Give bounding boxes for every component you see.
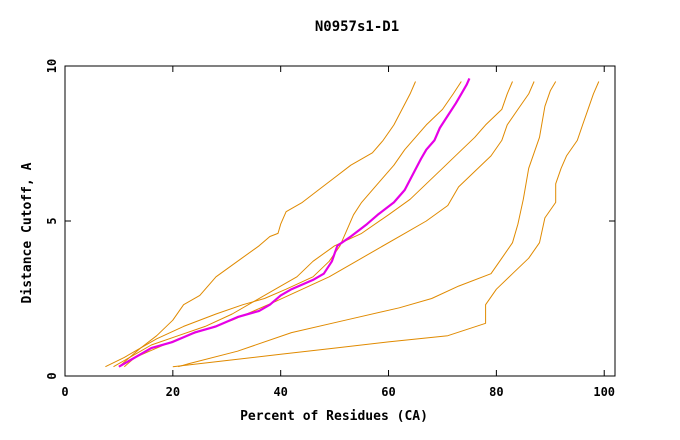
x-axis-ticks: 0 20 40 60 80 100: [61, 66, 615, 399]
y-axis-label: Distance Cutoff, A: [20, 162, 35, 303]
series-line-model-5: [178, 81, 557, 368]
series-line-model-1: [105, 81, 416, 368]
x-tick-label: 20: [166, 385, 180, 399]
x-tick-label: 80: [489, 385, 503, 399]
x-tick-label: 60: [381, 385, 395, 399]
x-tick-label: 0: [61, 385, 68, 399]
y-tick-label: 0: [45, 372, 59, 379]
y-tick-label: 10: [45, 59, 59, 73]
plot-frame: [64, 65, 616, 377]
series-line-model-3: [113, 81, 513, 368]
plot-area: [64, 65, 616, 377]
y-axis-ticks: 0 5 10: [45, 59, 615, 380]
series-line-model-6: [172, 81, 600, 368]
x-tick-label: 100: [593, 385, 615, 399]
series-line-model-2: [118, 81, 462, 368]
series-line-model-highlight: [118, 77, 471, 368]
chart-title: N0957s1-D1: [315, 19, 399, 35]
y-tick-label: 5: [45, 217, 59, 224]
x-axis-label: Percent of Residues (CA): [240, 409, 428, 424]
x-tick-label: 40: [273, 385, 287, 399]
